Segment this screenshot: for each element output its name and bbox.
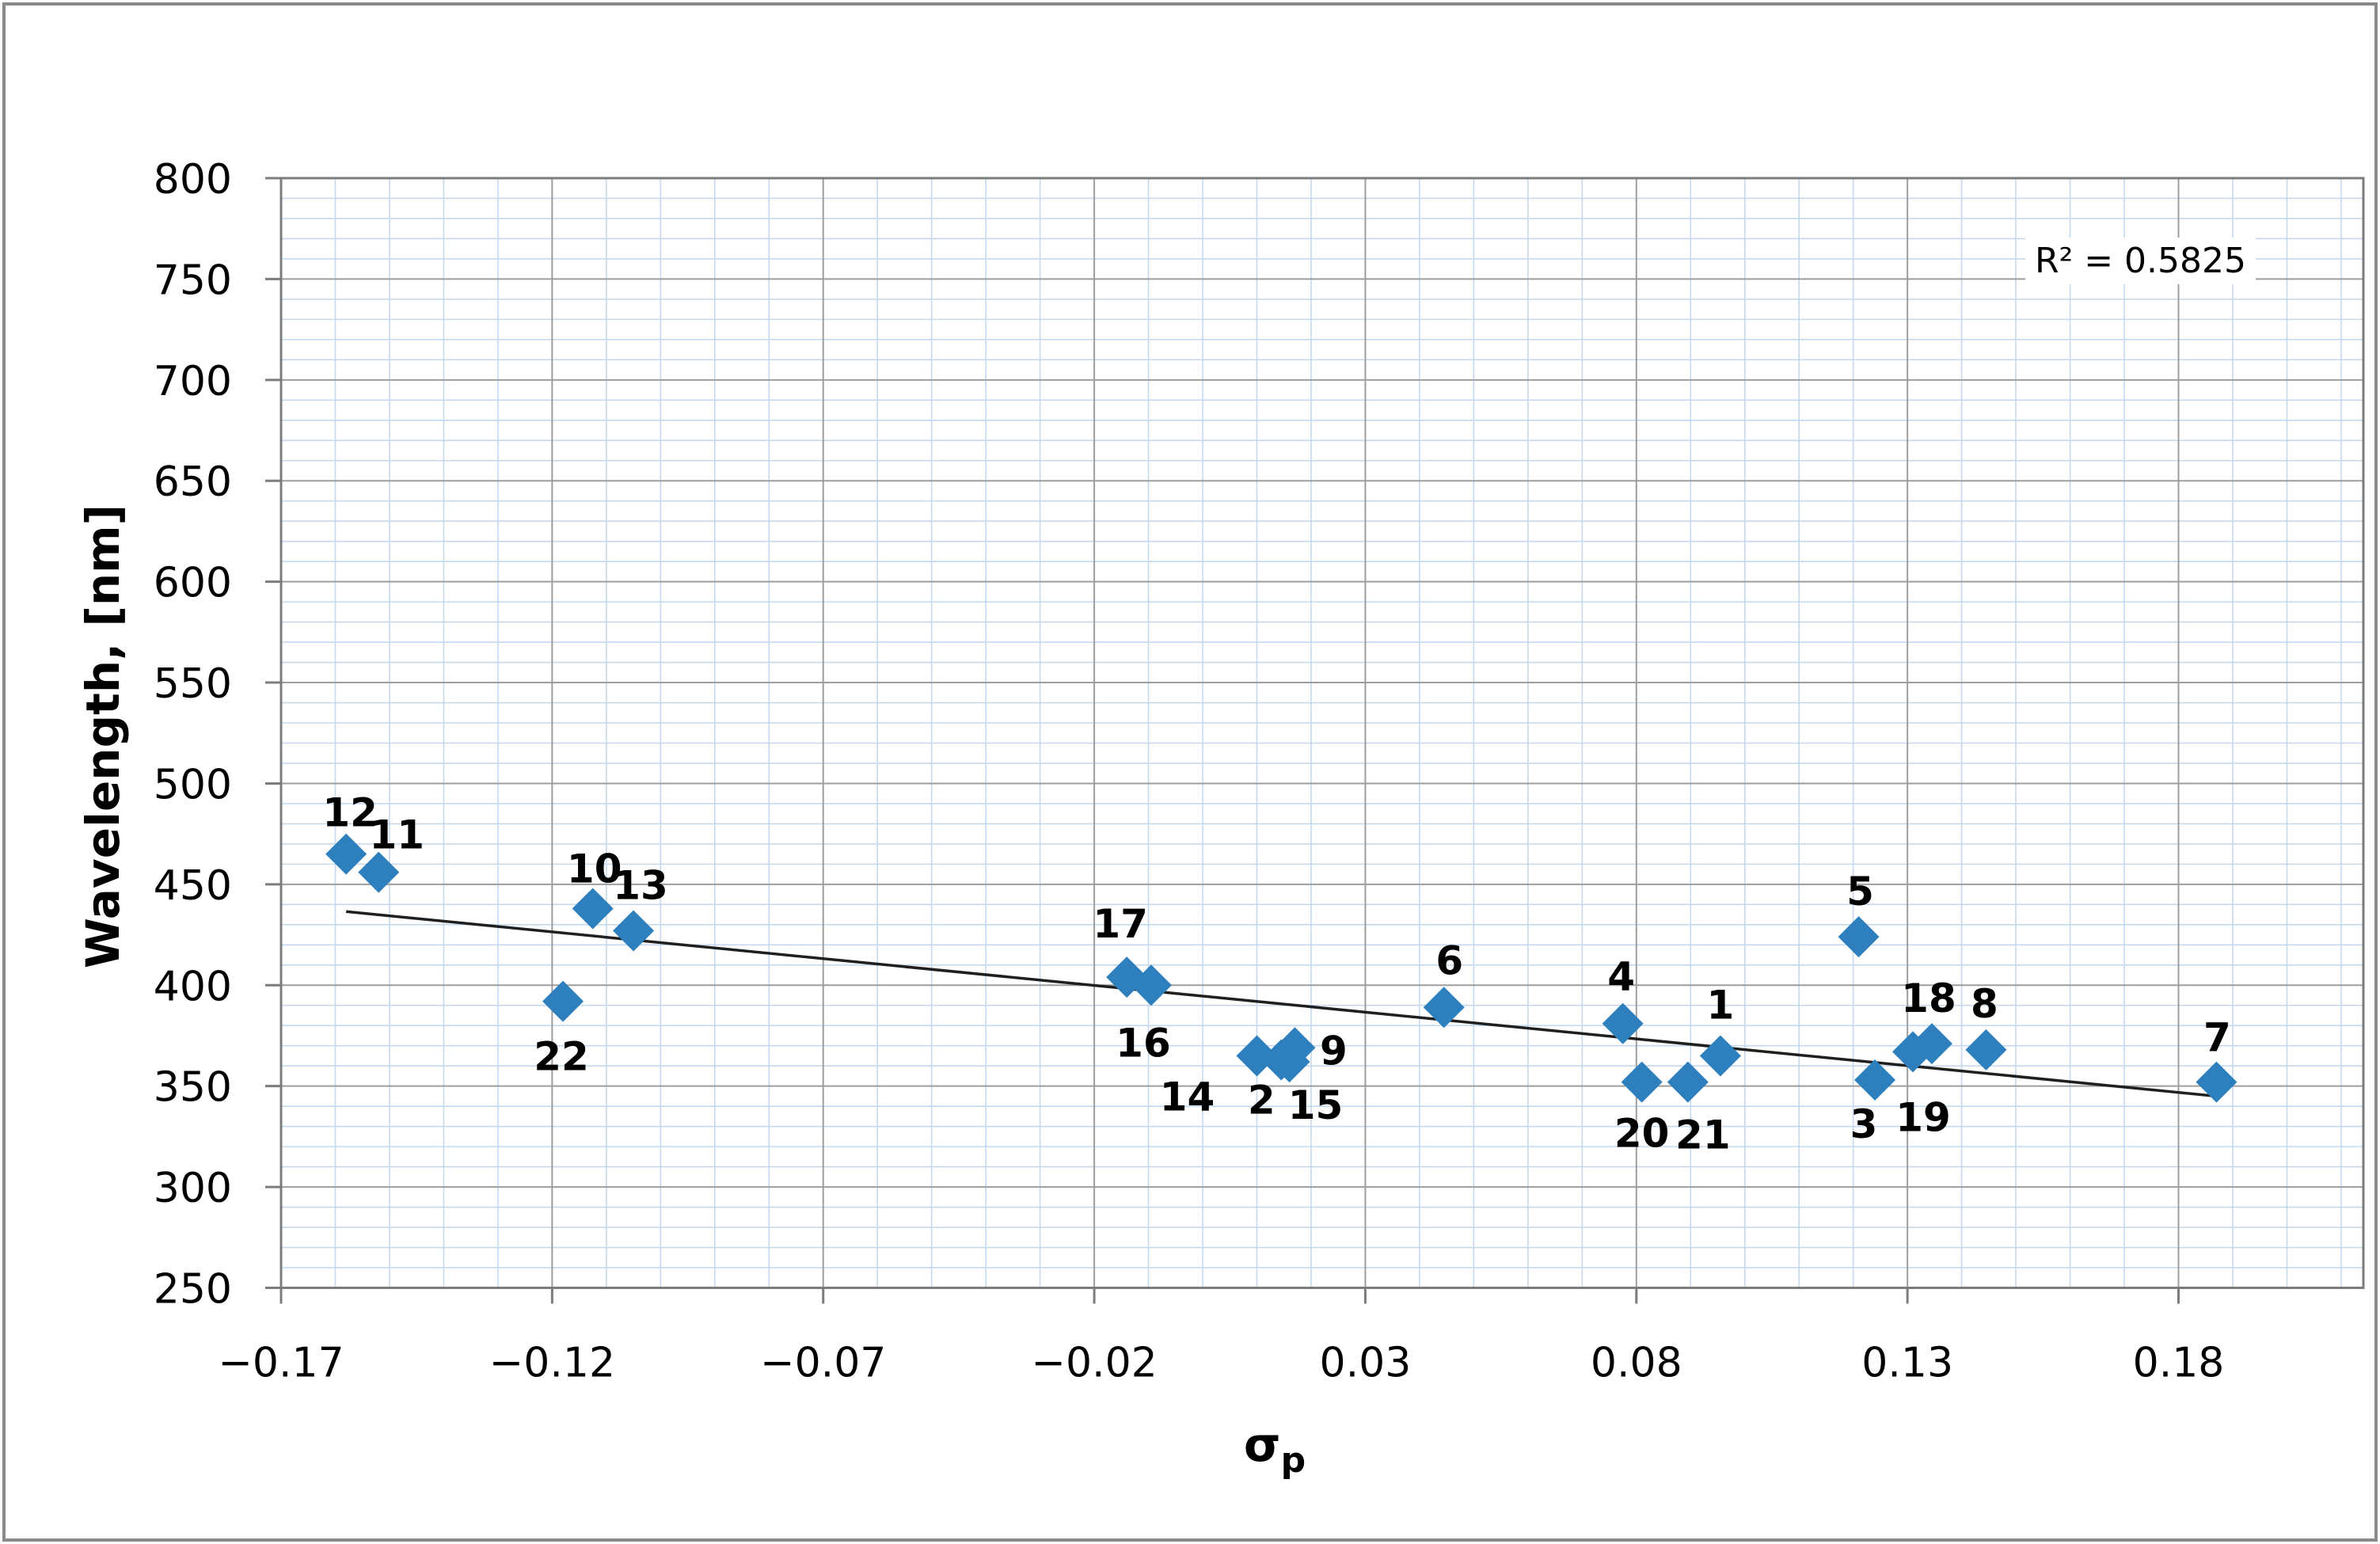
x-tick-label: −0.02 (1031, 1340, 1157, 1387)
data-point-label: 17 (1093, 901, 1148, 947)
data-point-marker (1621, 1061, 1663, 1103)
y-tick-label: 450 (154, 862, 232, 910)
x-axis-title-sigma: σ (1243, 1417, 1281, 1473)
data-point-marker (1854, 1059, 1896, 1101)
data-point-label: 20 (1614, 1111, 1670, 1157)
data-point-marker (1838, 916, 1880, 958)
x-tick-label: 0.18 (2133, 1340, 2225, 1387)
data-point-marker (1236, 1035, 1278, 1077)
data-point-label: 21 (1675, 1112, 1731, 1158)
y-tick-label: 650 (154, 458, 232, 506)
data-point-marker (1667, 1061, 1709, 1103)
data-point-label: 6 (1435, 937, 1463, 983)
r-squared-annotation: R² = 0.5825 (2025, 238, 2256, 284)
data-point-label: 3 (1850, 1101, 1878, 1147)
y-tick-label: 400 (154, 963, 232, 1010)
x-tick-label: 0.08 (1591, 1340, 1682, 1387)
data-point-label: 7 (2203, 1015, 2231, 1061)
data-point-marker (2196, 1061, 2237, 1103)
data-point-label: 1 (1707, 982, 1735, 1028)
data-point-marker (613, 910, 655, 952)
data-point-label: 5 (1846, 869, 1874, 915)
y-tick-label: 600 (154, 560, 232, 607)
data-point-label: 8 (1971, 981, 1998, 1027)
plot-area-border (279, 177, 2365, 1289)
data-point-label: 11 (369, 812, 424, 858)
x-axis-title-subscript: p (1280, 1440, 1306, 1481)
data-point-label: 18 (1901, 975, 1956, 1021)
data-point-marker (572, 888, 614, 930)
data-point-marker (1891, 1031, 1933, 1073)
data-point-marker (1268, 1041, 1310, 1083)
data-point-label: 2 (1248, 1078, 1276, 1124)
y-tick-label: 550 (154, 660, 232, 708)
y-tick-label: 500 (154, 761, 232, 808)
data-point-label: 22 (534, 1034, 589, 1080)
data-point-label: 13 (613, 862, 668, 908)
x-tick-label: 0.13 (1861, 1340, 1953, 1387)
trendline (345, 910, 2217, 1098)
y-tick-label: 350 (154, 1064, 232, 1112)
x-axis-title: σp (1108, 1417, 1441, 1481)
data-point-marker (358, 851, 400, 893)
x-tick-label: −0.12 (489, 1340, 615, 1387)
data-point-label: 12 (322, 790, 378, 836)
data-point-marker (1965, 1029, 2007, 1071)
data-point-label: 10 (567, 846, 622, 892)
data-point-marker (1699, 1035, 1741, 1077)
data-point-label: 19 (1895, 1094, 1951, 1140)
y-axis-title: Wavelength, [nm] (76, 504, 130, 969)
y-tick-label: 300 (154, 1165, 232, 1212)
data-point-label: 15 (1288, 1082, 1344, 1128)
data-point-marker (1602, 1002, 1644, 1044)
data-point-marker (1106, 956, 1148, 998)
y-tick-label: 750 (154, 257, 232, 304)
y-tick-label: 800 (154, 156, 232, 203)
data-point-label: 14 (1160, 1074, 1215, 1120)
data-point-label: 16 (1116, 1020, 1171, 1066)
x-tick-label: 0.03 (1320, 1340, 1412, 1387)
y-tick-label: 250 (154, 1266, 232, 1314)
data-point-label: 4 (1607, 954, 1635, 1000)
data-point-marker (325, 833, 367, 875)
data-point-marker (542, 980, 584, 1022)
y-tick-label: 700 (154, 358, 232, 405)
x-tick-label: −0.07 (760, 1340, 886, 1387)
x-tick-label: −0.17 (218, 1340, 344, 1387)
data-point-label: 9 (1320, 1028, 1348, 1074)
data-point-marker (1423, 987, 1465, 1029)
